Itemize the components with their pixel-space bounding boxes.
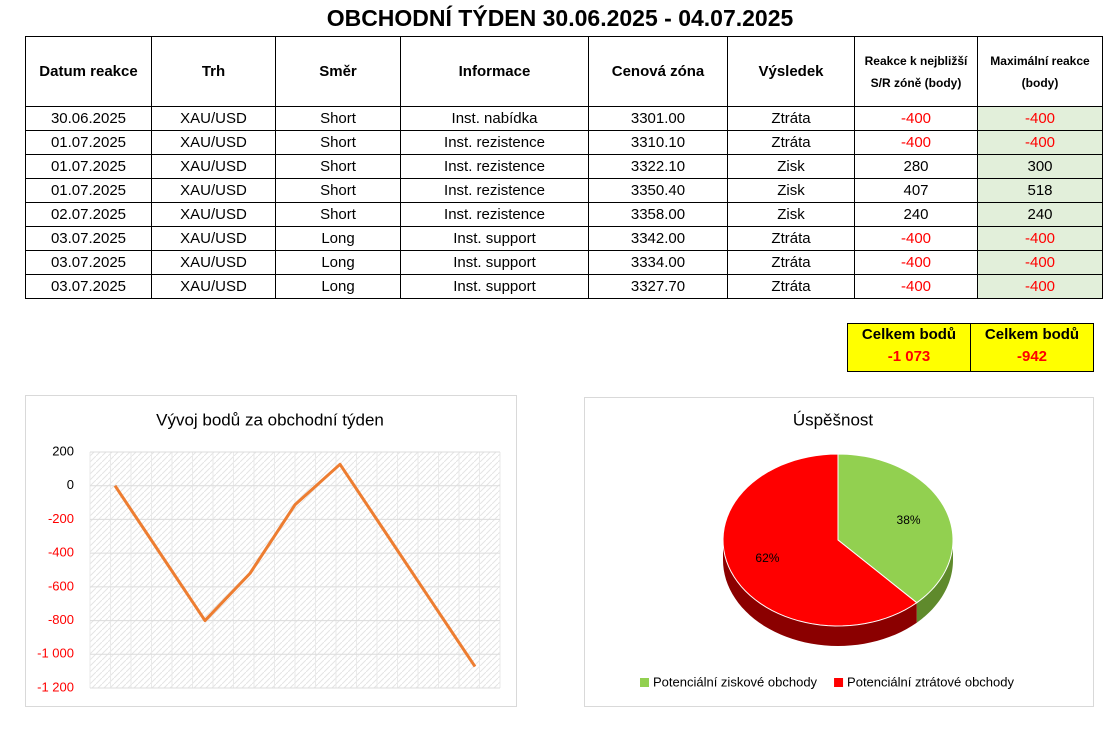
total-label: Celkem bodů <box>861 326 957 343</box>
table-cell: Ztráta <box>727 250 855 275</box>
table-cell: -400 <box>977 274 1103 299</box>
table-cell: 3301.00 <box>588 106 728 131</box>
table-row: 01.07.2025 XAU/USD Short Inst. rezistence 33… <box>25 154 1103 179</box>
table-cell: 30.06.2025 <box>25 106 152 131</box>
pie-side <box>916 540 953 623</box>
table-cell: XAU/USD <box>151 226 276 251</box>
y-tick-label: -200 <box>48 511 74 526</box>
total-value: -942 <box>1016 348 1048 365</box>
table-cell: Short <box>275 178 401 203</box>
total-value: -1 073 <box>887 348 931 365</box>
legend-label: Potenciální ziskové obchody <box>653 674 818 689</box>
table-cell: 300 <box>977 154 1103 179</box>
table-cell: -400 <box>977 106 1103 131</box>
table-cell: Ztráta <box>727 130 855 155</box>
table-cell: XAU/USD <box>151 202 276 227</box>
table-cell: Ztráta <box>727 106 855 131</box>
pie-slice <box>837 453 954 604</box>
y-tick-label: -1 200 <box>37 679 74 694</box>
header-cell: Trh <box>151 36 276 107</box>
table-cell: 3342.00 <box>588 226 728 251</box>
table-cell: 3327.70 <box>588 274 728 299</box>
y-tick-label: -1 000 <box>37 646 74 661</box>
table-cell: Long <box>275 274 401 299</box>
table-cell: 3310.10 <box>588 130 728 155</box>
total-box: Celkem bodů -1 073 <box>847 323 971 372</box>
total-box: Celkem bodů -942 <box>970 323 1094 372</box>
table-cell: 01.07.2025 <box>25 154 152 179</box>
y-tick-label: 200 <box>52 443 74 458</box>
line-series <box>113 462 477 668</box>
table-cell: 280 <box>854 154 978 179</box>
data-label: 38% <box>897 513 921 527</box>
table-cell: -400 <box>854 106 978 131</box>
table-cell: Inst. support <box>400 274 589 299</box>
y-tick-label: -400 <box>48 545 74 560</box>
table-cell: 01.07.2025 <box>25 178 152 203</box>
legend-swatch <box>640 678 649 687</box>
table-cell: Inst. rezistence <box>400 130 589 155</box>
table-row: 03.07.2025 XAU/USD Long Inst. support 3334.0… <box>25 250 1103 275</box>
table-row: 03.07.2025 XAU/USD Long Inst. support 3327.7… <box>25 274 1103 299</box>
pie-side <box>723 540 917 646</box>
table-cell: Inst. support <box>400 250 589 275</box>
table-cell: -400 <box>977 250 1103 275</box>
table-cell: Inst. rezistence <box>400 202 589 227</box>
table-cell: -400 <box>854 274 978 299</box>
chart-title: Vývoj bodů za obchodní týden <box>156 410 384 429</box>
header-row: Datum reakce Trh Směr Informace Cenová zóna V… <box>25 36 1103 107</box>
table-cell: -400 <box>977 130 1103 155</box>
table-row: 02.07.2025 XAU/USD Short Inst. rezistence 33… <box>25 202 1103 227</box>
table-cell: 03.07.2025 <box>25 274 152 299</box>
y-tick-label: 0 <box>67 477 74 492</box>
table-cell: 3350.40 <box>588 178 728 203</box>
page-title: OBCHODNÍ TÝDEN 30.06.2025 - 04.07.2025 <box>326 5 794 31</box>
table-cell: Ztráta <box>727 226 855 251</box>
header-cell: Cenová zóna <box>588 36 728 107</box>
table-cell: Inst. support <box>400 226 589 251</box>
table-cell: XAU/USD <box>151 250 276 275</box>
table-cell: Long <box>275 250 401 275</box>
table-cell: Short <box>275 106 401 131</box>
legend-swatch <box>834 678 844 687</box>
header-cell: Reakce k nejbližší S/R zóně (body) <box>854 36 978 107</box>
header-cell: Výsledek <box>727 36 855 107</box>
table-cell: 02.07.2025 <box>25 202 152 227</box>
legend-label: Potenciální ztrátové obchody <box>847 674 1014 689</box>
table-cell: 240 <box>854 202 978 227</box>
y-tick-label: -600 <box>48 578 74 593</box>
table-cell: 3358.00 <box>588 202 728 227</box>
total-label: Celkem bodů <box>984 326 1080 343</box>
table-cell: Zisk <box>727 202 855 227</box>
table-cell: 03.07.2025 <box>25 226 152 251</box>
table-cell: Ztráta <box>727 274 855 299</box>
table-cell: Short <box>275 130 401 155</box>
table-cell: XAU/USD <box>151 274 276 299</box>
y-tick-label: -800 <box>48 612 74 627</box>
table-cell: Inst. nabídka <box>400 106 589 131</box>
table-cell: Inst. rezistence <box>400 178 589 203</box>
table-cell: Zisk <box>727 154 855 179</box>
table-cell: -400 <box>977 226 1103 251</box>
table-cell: Short <box>275 202 401 227</box>
results-table: Datum reakce Trh Směr Informace Cenová zóna V… <box>25 36 1103 299</box>
chart-title: Úspěšnost <box>793 410 874 429</box>
table-cell: -400 <box>854 250 978 275</box>
header-cell: Datum reakce <box>25 36 152 107</box>
table-cell: 3322.10 <box>588 154 728 179</box>
pie-slice <box>722 453 918 627</box>
table-row: 01.07.2025 XAU/USD Short Inst. rezistence 33… <box>25 130 1103 155</box>
header-cell: Směr <box>275 36 401 107</box>
table-row: 30.06.2025 XAU/USD Short Inst. nabídka 3301.… <box>25 106 1103 131</box>
data-label: 62% <box>755 551 779 565</box>
table-cell: Zisk <box>727 178 855 203</box>
